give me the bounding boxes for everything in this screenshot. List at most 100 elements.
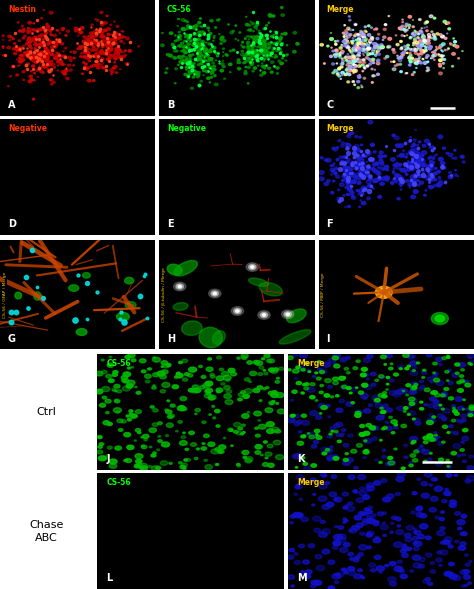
- Circle shape: [301, 456, 305, 459]
- Circle shape: [359, 32, 363, 35]
- Circle shape: [184, 51, 187, 54]
- Circle shape: [205, 55, 207, 57]
- Circle shape: [201, 446, 207, 450]
- Circle shape: [327, 180, 330, 183]
- Circle shape: [448, 562, 454, 566]
- Circle shape: [258, 42, 260, 44]
- Circle shape: [420, 30, 422, 32]
- Circle shape: [109, 55, 111, 56]
- Circle shape: [319, 413, 322, 414]
- Circle shape: [359, 176, 362, 178]
- Circle shape: [110, 24, 112, 25]
- Circle shape: [357, 47, 360, 50]
- Circle shape: [46, 28, 49, 30]
- Circle shape: [412, 459, 418, 462]
- Circle shape: [237, 464, 240, 465]
- Circle shape: [96, 34, 98, 35]
- Circle shape: [8, 85, 9, 87]
- Circle shape: [102, 67, 104, 68]
- Circle shape: [414, 51, 415, 52]
- Circle shape: [466, 408, 469, 410]
- Circle shape: [357, 34, 359, 35]
- Circle shape: [412, 356, 415, 358]
- Circle shape: [363, 456, 366, 459]
- Circle shape: [401, 179, 403, 181]
- Circle shape: [162, 32, 163, 34]
- Circle shape: [354, 24, 357, 25]
- Circle shape: [465, 584, 468, 586]
- Circle shape: [328, 587, 332, 589]
- Circle shape: [417, 42, 420, 45]
- Circle shape: [364, 68, 366, 69]
- Circle shape: [188, 47, 191, 48]
- Circle shape: [420, 45, 423, 47]
- Circle shape: [352, 55, 354, 57]
- Text: CS-56: CS-56: [107, 478, 131, 487]
- Circle shape: [125, 459, 128, 461]
- Circle shape: [441, 511, 444, 513]
- Circle shape: [113, 408, 121, 413]
- Circle shape: [87, 53, 88, 54]
- Circle shape: [29, 29, 33, 31]
- Circle shape: [97, 67, 100, 69]
- Circle shape: [73, 65, 74, 66]
- Circle shape: [375, 28, 378, 30]
- Circle shape: [408, 24, 410, 27]
- Circle shape: [409, 48, 411, 50]
- Circle shape: [381, 411, 386, 413]
- Circle shape: [363, 170, 367, 173]
- Circle shape: [340, 78, 341, 80]
- Circle shape: [434, 36, 436, 37]
- Circle shape: [389, 379, 394, 382]
- Circle shape: [37, 54, 41, 57]
- Circle shape: [105, 54, 107, 55]
- Circle shape: [87, 51, 89, 52]
- Circle shape: [67, 64, 71, 67]
- Circle shape: [44, 54, 46, 56]
- Circle shape: [391, 420, 397, 423]
- Circle shape: [327, 45, 329, 47]
- Circle shape: [352, 38, 354, 39]
- Circle shape: [214, 75, 216, 77]
- Circle shape: [372, 437, 377, 441]
- Circle shape: [187, 64, 189, 66]
- Circle shape: [209, 82, 210, 83]
- Circle shape: [336, 168, 338, 170]
- Circle shape: [350, 181, 354, 184]
- Circle shape: [140, 467, 144, 469]
- Circle shape: [150, 406, 154, 408]
- Circle shape: [457, 176, 458, 177]
- Circle shape: [354, 176, 357, 178]
- Circle shape: [318, 496, 327, 501]
- Circle shape: [162, 382, 170, 388]
- Circle shape: [84, 66, 87, 68]
- Circle shape: [380, 47, 382, 49]
- Circle shape: [419, 557, 425, 561]
- Circle shape: [411, 146, 413, 147]
- Circle shape: [137, 432, 141, 434]
- Circle shape: [430, 497, 438, 501]
- Circle shape: [352, 40, 354, 42]
- Circle shape: [202, 59, 206, 62]
- Circle shape: [209, 66, 211, 68]
- Circle shape: [222, 65, 225, 68]
- Circle shape: [195, 44, 198, 47]
- Circle shape: [318, 360, 321, 362]
- Circle shape: [412, 555, 420, 560]
- Circle shape: [212, 68, 215, 71]
- Circle shape: [452, 373, 458, 377]
- Circle shape: [212, 406, 215, 407]
- Circle shape: [39, 54, 40, 55]
- Circle shape: [91, 42, 94, 45]
- Circle shape: [360, 425, 365, 428]
- Circle shape: [439, 59, 442, 61]
- Circle shape: [375, 521, 379, 523]
- Circle shape: [261, 65, 264, 68]
- Circle shape: [200, 385, 205, 389]
- Circle shape: [185, 20, 186, 21]
- Circle shape: [85, 57, 89, 59]
- Circle shape: [339, 376, 345, 380]
- Circle shape: [463, 429, 467, 432]
- Circle shape: [216, 425, 220, 427]
- Circle shape: [437, 185, 438, 186]
